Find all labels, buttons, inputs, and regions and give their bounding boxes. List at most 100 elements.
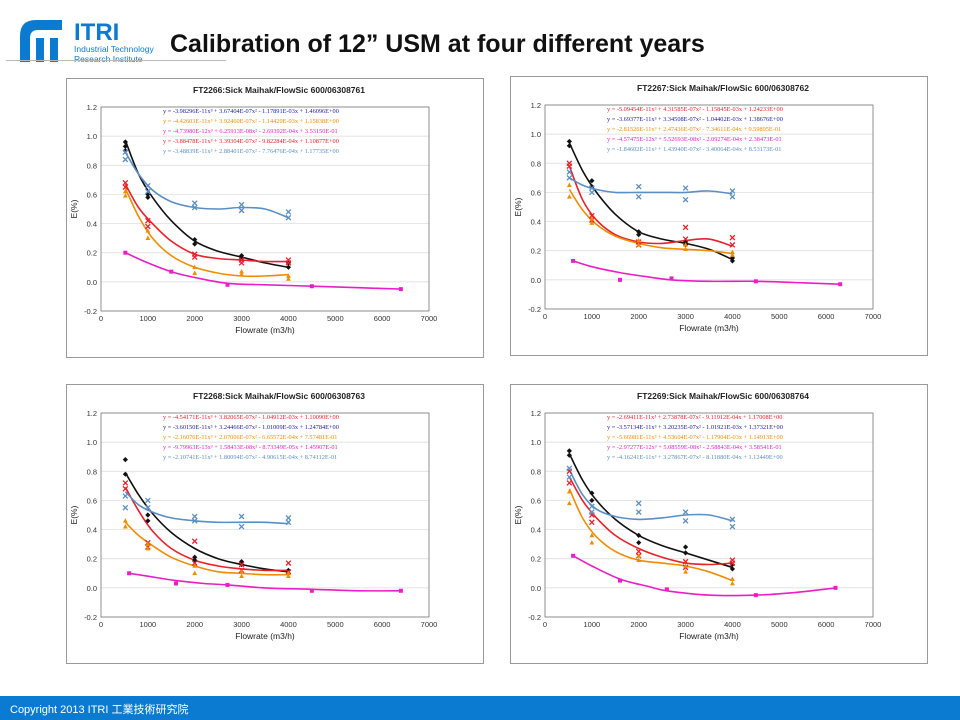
trendline-equation: y = -2.69411E-11x³ + 2.73878E-07x² - 9.1… xyxy=(607,414,782,421)
data-point xyxy=(566,169,573,175)
itri-logo: ITRI Industrial Technology Research Inst… xyxy=(18,16,198,72)
data-point xyxy=(617,578,622,583)
y-tick-label: 0.6 xyxy=(87,496,97,505)
slide-title: Calibration of 12” USM at four different… xyxy=(170,30,705,58)
data-point xyxy=(398,287,403,292)
data-point xyxy=(309,284,314,289)
data-point xyxy=(838,282,843,287)
chart-title: FT2267:Sick Maihak/FlowSic 600/06308762 xyxy=(637,83,809,93)
data-point xyxy=(285,260,292,266)
data-point xyxy=(309,588,314,593)
x-tick-label: 7000 xyxy=(865,620,882,629)
data-point xyxy=(192,570,198,576)
data-point xyxy=(239,569,244,574)
data-point xyxy=(225,282,230,287)
data-point xyxy=(122,457,128,463)
data-point xyxy=(122,485,129,492)
chart-ft2267: FT2267:Sick Maihak/FlowSic 600/06308762 -… xyxy=(513,83,881,333)
data-point xyxy=(286,273,291,278)
data-point xyxy=(122,156,129,163)
data-point xyxy=(589,540,595,545)
data-point xyxy=(191,517,198,524)
trendline-equation: y = -2.10741E-11x³ + 1.80094E-07x² - 4.9… xyxy=(163,454,337,461)
data-point xyxy=(173,581,178,586)
y-tick-label: 0.6 xyxy=(531,496,541,505)
data-point xyxy=(192,270,198,275)
data-point xyxy=(122,518,128,523)
data-point xyxy=(588,212,595,219)
data-point xyxy=(123,250,128,255)
trend-line xyxy=(128,572,401,592)
data-point xyxy=(192,563,198,568)
trend-line xyxy=(124,151,289,219)
data-point xyxy=(588,185,595,191)
trendline-equation: y = -3.88478E-11x³ + 3.39304E-07x² - 9.8… xyxy=(163,138,339,145)
data-point xyxy=(682,196,689,203)
data-point xyxy=(239,573,244,578)
chart-ft2266: FT2266:Sick Maihak/FlowSic 600/06308761 -… xyxy=(69,85,438,335)
data-point xyxy=(191,538,198,545)
y-tick-label: 0.4 xyxy=(87,220,97,229)
data-point xyxy=(588,503,595,510)
y-tick-label: 0.8 xyxy=(531,159,541,168)
data-point xyxy=(145,235,151,240)
trendline-equation: y = -5.66981E-11x³ + 4.53604E-07x² - 1.1… xyxy=(607,434,783,441)
data-point xyxy=(566,194,572,199)
trendline-equation: y = -2.81526E-11x³ + 2.47436E-07x² - 7.3… xyxy=(607,126,781,133)
data-point xyxy=(683,246,688,252)
data-point xyxy=(122,143,128,149)
trend-line xyxy=(125,251,401,290)
y-tick-label: 0.8 xyxy=(87,467,97,476)
trend-line xyxy=(572,260,841,285)
data-point xyxy=(682,558,689,565)
trendline-equation: y = -3.60150E-11x³ + 3.24466E-07x² - 1.0… xyxy=(163,424,339,431)
data-point xyxy=(286,276,291,281)
y-tick-label: 0.8 xyxy=(87,161,97,170)
logo-subtext-2: Research Institute xyxy=(74,54,143,64)
x-tick-label: 0 xyxy=(99,314,103,323)
data-point xyxy=(145,545,151,551)
data-point xyxy=(682,509,689,515)
data-point xyxy=(729,242,736,248)
data-point xyxy=(192,264,198,270)
y-tick-label: 0.2 xyxy=(87,555,97,564)
y-tick-label: -0.2 xyxy=(528,305,541,314)
x-tick-label: 4000 xyxy=(280,620,297,629)
y-axis-label: E(%) xyxy=(69,505,79,524)
x-tick-label: 2000 xyxy=(630,620,647,629)
data-point xyxy=(191,254,198,260)
footer-bar: Copyright 2013 ITRI 工業技術研究院 xyxy=(0,696,960,720)
trend-line xyxy=(568,469,733,522)
y-tick-label: 0.2 xyxy=(531,555,541,564)
data-point xyxy=(636,553,642,558)
data-point xyxy=(571,258,576,263)
x-tick-label: 7000 xyxy=(421,314,438,323)
data-point xyxy=(398,588,403,593)
y-tick-label: 0.6 xyxy=(531,188,541,197)
trendline-equation: y = -4.42603E-11x³ + 3.92460E-07x² - 1.1… xyxy=(163,118,339,125)
data-point xyxy=(682,517,689,524)
x-tick-label: 6000 xyxy=(818,312,835,321)
data-point xyxy=(122,493,129,499)
data-point xyxy=(636,229,642,235)
plot-area xyxy=(544,412,874,618)
y-tick-label: 0.0 xyxy=(531,584,541,593)
x-tick-label: 2000 xyxy=(630,312,647,321)
y-tick-label: 1.0 xyxy=(87,132,97,141)
trend-line xyxy=(124,472,289,573)
x-tick-label: 4000 xyxy=(724,620,741,629)
data-point xyxy=(730,249,735,254)
y-tick-label: 1.2 xyxy=(531,101,541,110)
footer-copyright: Copyright 2013 ITRI 工業技術研究院 xyxy=(10,704,189,716)
data-point xyxy=(730,576,735,581)
x-tick-label: 1000 xyxy=(140,314,157,323)
chart-panel-ft2266: FT2266:Sick Maihak/FlowSic 600/06308761 -… xyxy=(66,78,484,358)
y-tick-label: -0.2 xyxy=(528,613,541,622)
data-point xyxy=(635,183,642,190)
y-tick-label: 1.0 xyxy=(531,438,541,447)
data-point xyxy=(238,523,245,530)
data-point xyxy=(635,548,642,555)
data-point xyxy=(144,223,151,230)
trend-line xyxy=(568,165,733,248)
x-tick-label: 5000 xyxy=(771,620,788,629)
